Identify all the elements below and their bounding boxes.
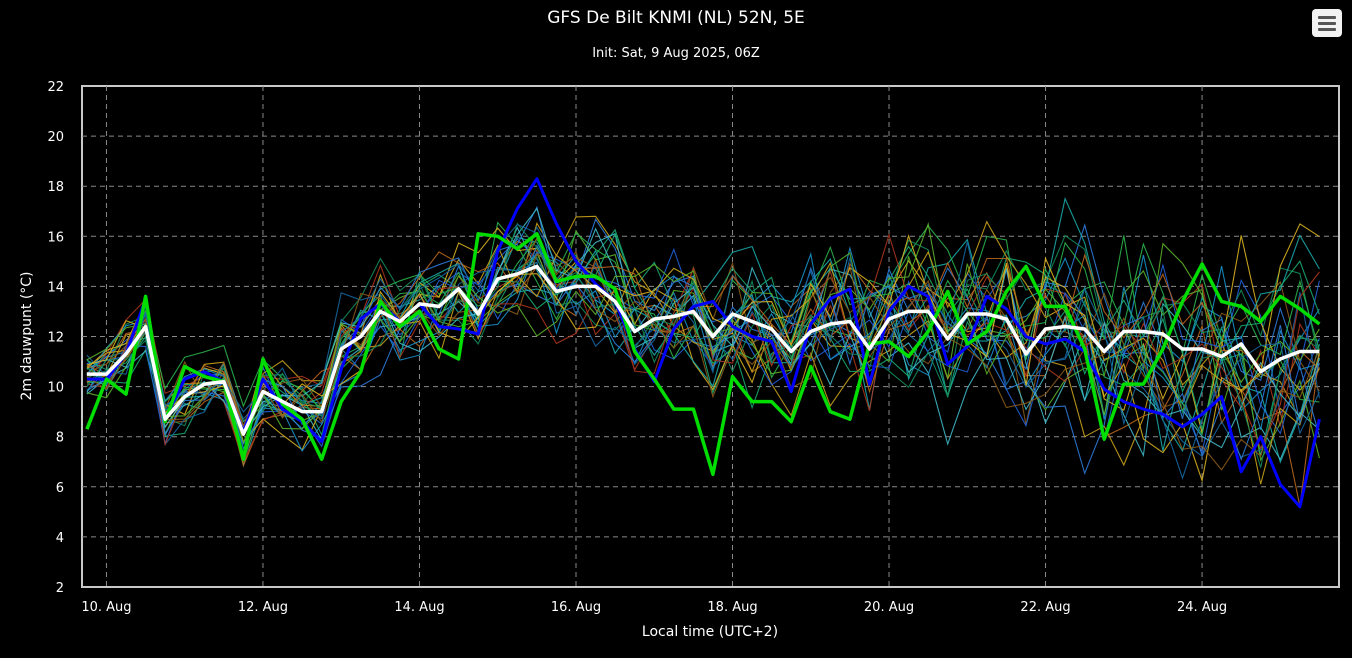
x-tick-label: 16. Aug	[551, 600, 601, 615]
y-tick-label: 4	[56, 531, 64, 546]
ensemble-member-line	[86, 253, 1320, 435]
chart-title: GFS De Bilt KNMI (NL) 52N, 5E	[547, 8, 805, 28]
y-tick-label: 18	[47, 180, 64, 195]
x-tick-label: 18. Aug	[707, 600, 757, 615]
y-tick-label: 16	[47, 230, 64, 245]
y-tick-label: 14	[47, 280, 64, 295]
ensemble-member-line	[86, 223, 1320, 483]
x-tick-label: 24. Aug	[1177, 600, 1227, 615]
x-axis-label: Local time (UTC+2)	[642, 624, 778, 640]
y-axis-ticks: 2 4 6 8 10 12 14 16 18 20 22	[47, 80, 64, 596]
ensemble-member-line	[86, 207, 1320, 449]
series-line-operational	[86, 177, 1321, 509]
series-line-control	[85, 232, 1321, 477]
highlighted-series	[85, 177, 1321, 509]
x-tick-label: 12. Aug	[238, 600, 288, 615]
y-tick-label: 20	[47, 130, 64, 145]
ensemble-member-line	[86, 227, 1320, 451]
y-tick-label: 12	[47, 331, 64, 346]
y-tick-label: 2	[56, 581, 64, 596]
ensemble-member-line	[86, 223, 1320, 480]
y-tick-label: 22	[47, 80, 64, 95]
y-tick-label: 10	[47, 381, 64, 396]
y-tick-label: 8	[56, 431, 64, 446]
x-tick-label: 14. Aug	[394, 600, 444, 615]
x-axis-ticks: 10. Aug 12. Aug 14. Aug 16. Aug 18. Aug 20. A…	[81, 600, 1227, 615]
ensemble-member-line	[86, 222, 1320, 445]
y-tick-label: 6	[56, 481, 64, 496]
series-line-mean	[86, 264, 1320, 436]
x-tick-label: 20. Aug	[864, 600, 914, 615]
hamburger-menu-icon[interactable]	[1312, 9, 1342, 37]
chart-subtitle: Init: Sat, 9 Aug 2025, 06Z	[592, 46, 760, 61]
y-axis-label: 2m dauwpunt (°C)	[19, 271, 35, 400]
ensemble-member-line	[86, 232, 1320, 436]
x-tick-label: 10. Aug	[81, 600, 131, 615]
x-tick-label: 22. Aug	[1020, 600, 1070, 615]
